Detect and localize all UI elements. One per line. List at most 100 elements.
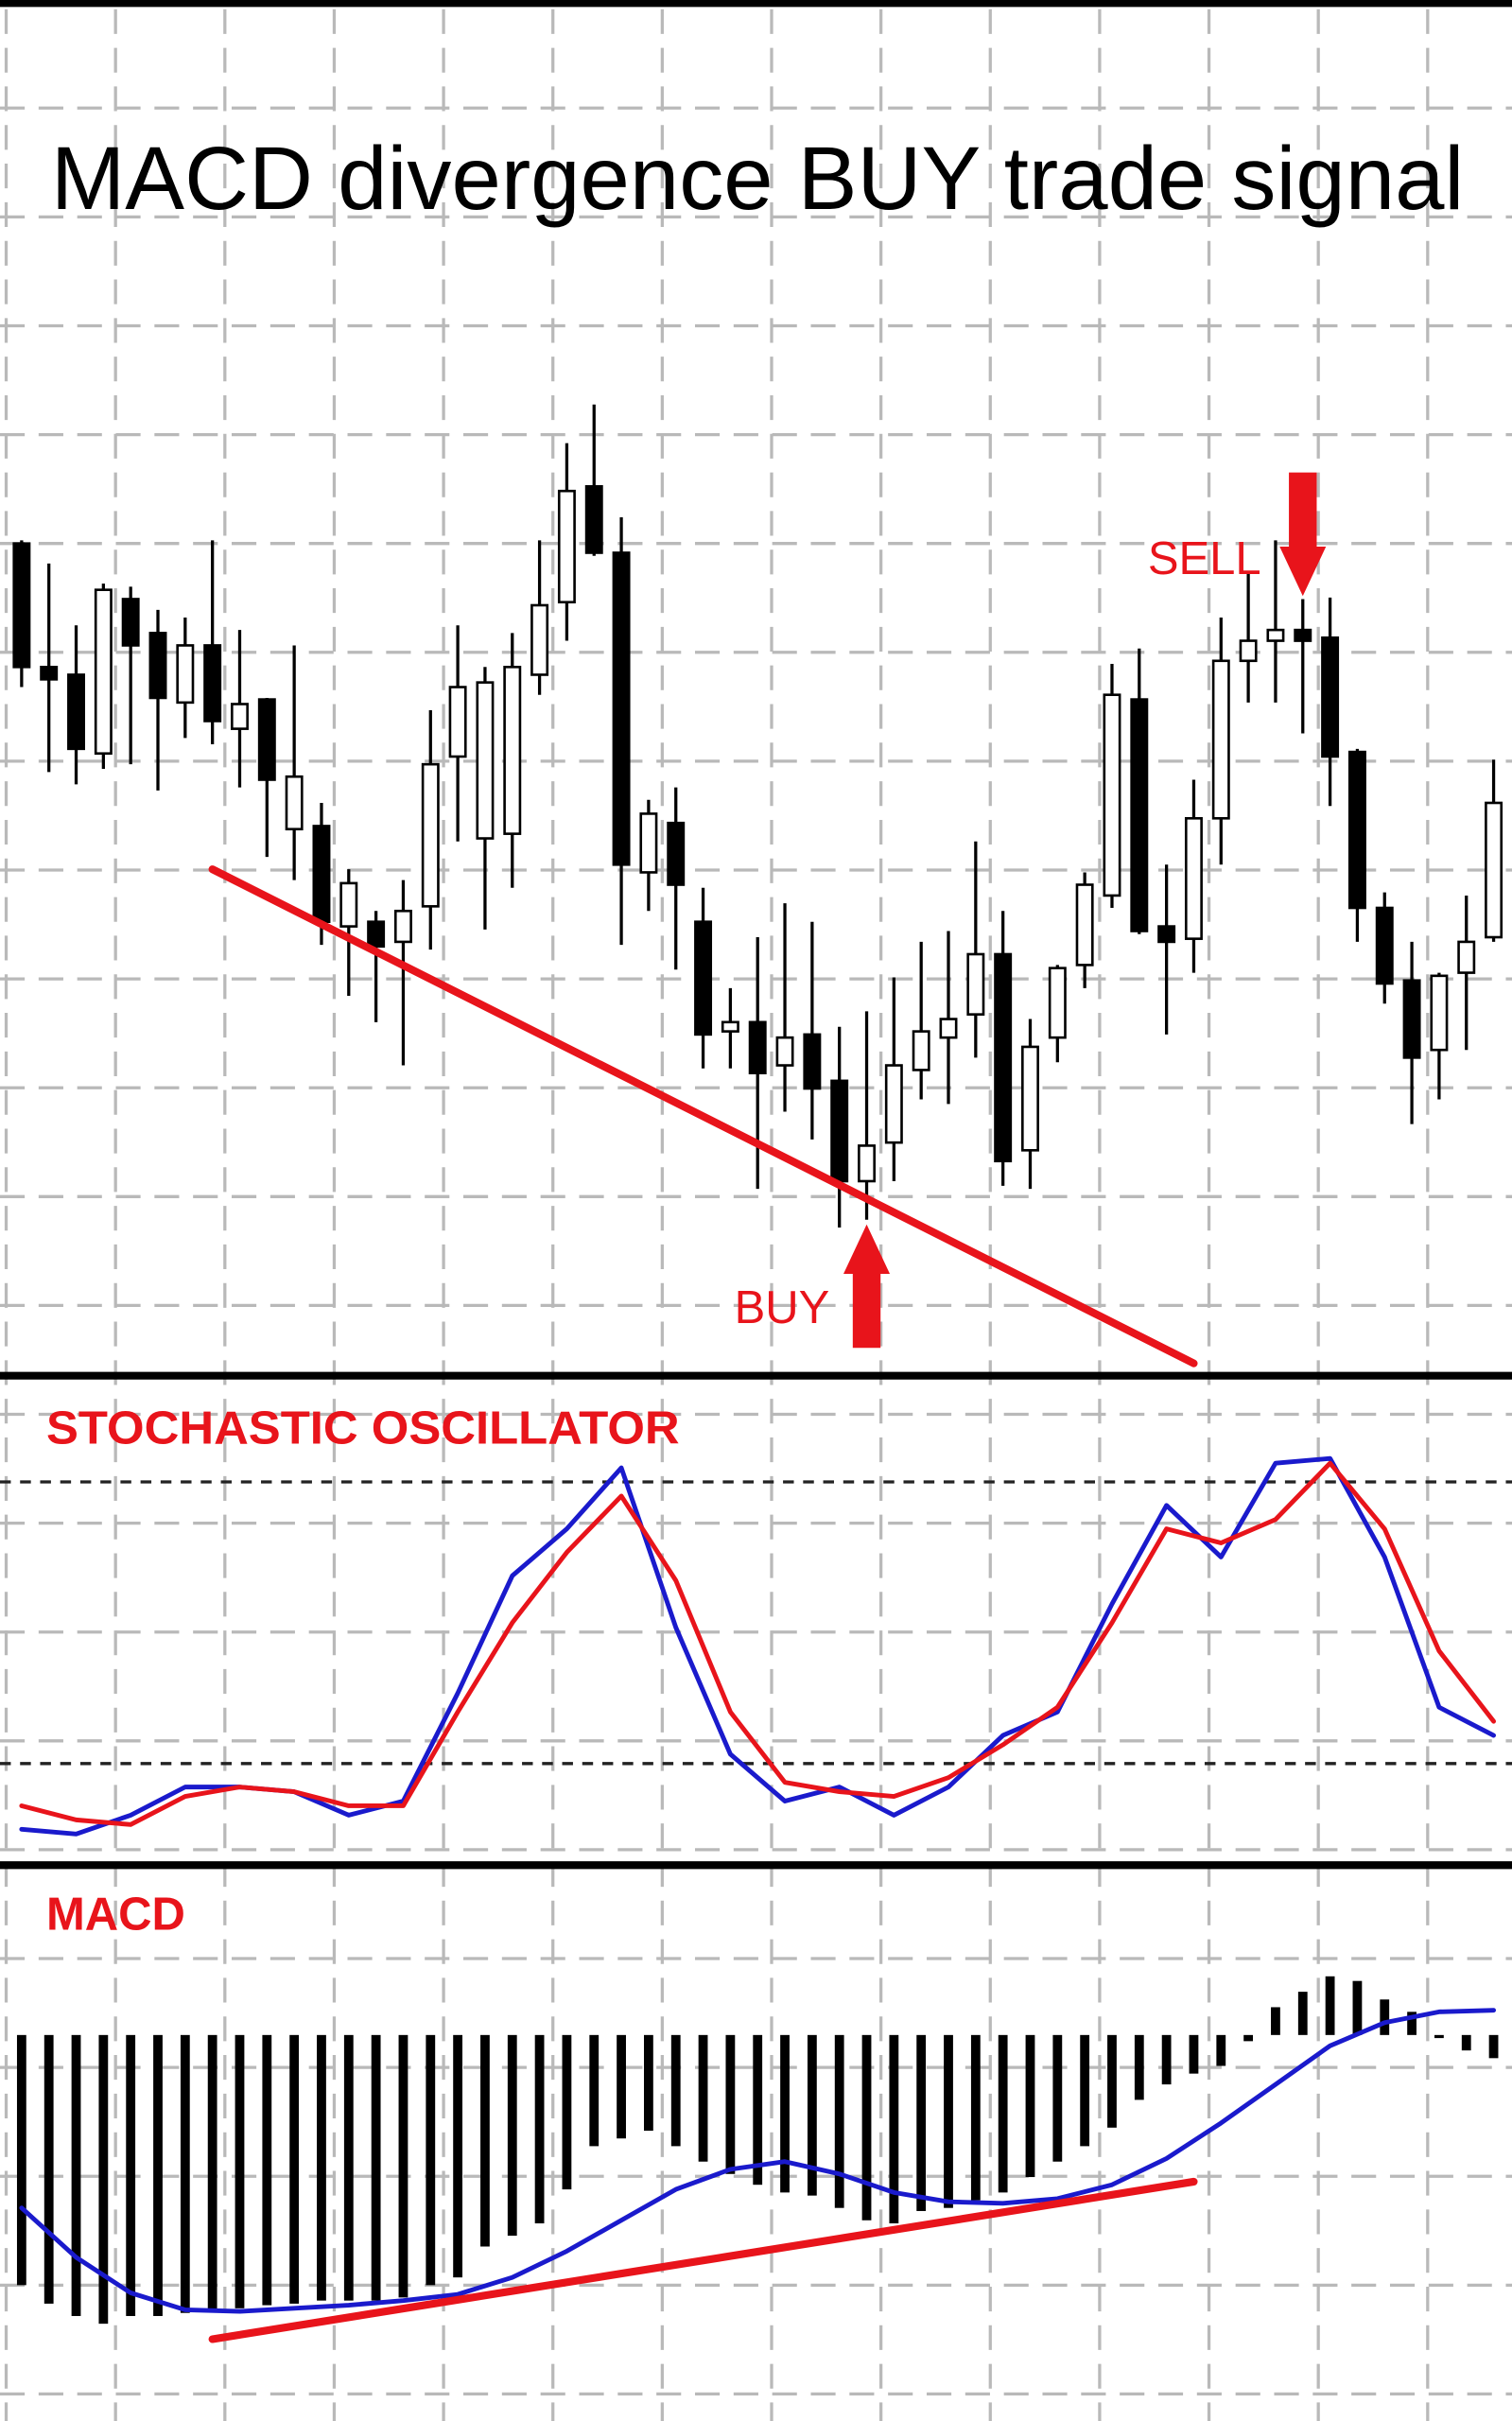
histogram-bar — [371, 2034, 381, 2301]
candle-body — [40, 666, 59, 681]
histogram-bar — [589, 2034, 600, 2147]
histogram-bar — [453, 2034, 463, 2278]
candle-body — [476, 681, 495, 840]
histogram-bar — [153, 2034, 163, 2316]
candle-body — [94, 588, 113, 756]
histogram-bar — [753, 2034, 763, 2186]
candle-body — [12, 542, 31, 669]
candle-body — [584, 484, 603, 554]
candle-body — [67, 673, 85, 751]
candle-body — [1294, 628, 1312, 642]
histogram-bar — [670, 2034, 681, 2147]
histogram-bar — [1052, 2034, 1063, 2162]
candle-body — [393, 909, 412, 944]
histogram-bar — [43, 2034, 54, 2304]
histogram-bar — [398, 2034, 408, 2298]
candle-body — [285, 775, 304, 831]
trend-line — [208, 2177, 1198, 2343]
histogram-bar — [617, 2034, 626, 2139]
histogram-bar — [1352, 1980, 1363, 2035]
histogram-bar — [1271, 2007, 1280, 2035]
histogram-bar — [1025, 2034, 1035, 2178]
histogram-bar — [1407, 2012, 1416, 2035]
histogram-bar — [1243, 2034, 1254, 2042]
candle-body — [775, 1036, 794, 1067]
candle-body — [1402, 979, 1421, 1059]
candle-body — [830, 1079, 849, 1183]
histogram-bar — [1488, 2034, 1499, 2059]
candle-body — [1375, 906, 1394, 985]
candle-body — [257, 698, 276, 781]
histogram-bar — [180, 2034, 190, 2313]
histogram-bar — [562, 2034, 572, 2190]
panel-title: MACD — [46, 1890, 185, 1941]
background-grid — [0, 9, 1512, 2421]
histogram-bar — [98, 2034, 109, 2325]
candle-body — [312, 825, 331, 923]
histogram-bar — [998, 2034, 1008, 2193]
candle-body — [1075, 883, 1094, 967]
candle-body — [639, 812, 658, 874]
histogram-bar — [889, 2034, 899, 2224]
candle-body — [939, 1018, 958, 1039]
panel-title: STOCHASTIC OSCILLATOR — [46, 1402, 680, 1454]
candle-body — [203, 644, 222, 723]
candle-body — [912, 1030, 930, 1071]
histogram-bar — [1325, 1976, 1335, 2035]
candle-body — [557, 489, 576, 604]
candle-body — [884, 1064, 903, 1144]
histogram-bar — [1216, 2034, 1226, 2066]
candle-body — [530, 603, 549, 676]
histogram-bar — [944, 2034, 953, 2208]
candle-body — [421, 762, 440, 908]
candle-body — [121, 598, 140, 647]
histogram-bar — [289, 2034, 300, 2304]
histogram-bar — [1134, 2034, 1144, 2100]
candle-body — [748, 1020, 767, 1074]
histogram-bar — [1107, 2034, 1117, 2128]
histogram-bar — [343, 2034, 354, 2301]
histogram-bar — [207, 2034, 217, 2312]
candle-body — [612, 551, 631, 866]
candle-body — [339, 881, 358, 928]
plots: BUY SELL — [0, 404, 1512, 2343]
candle-body — [1430, 974, 1449, 1052]
histogram-bar — [262, 2034, 272, 2306]
candle-body — [1321, 636, 1340, 758]
candle-body — [1157, 925, 1176, 944]
candle-body — [694, 920, 713, 1036]
candle-body — [1211, 659, 1230, 820]
buy-label: BUY — [735, 1282, 830, 1333]
histogram-bar — [725, 2034, 736, 2174]
candle-body — [231, 703, 249, 730]
candle-body — [448, 686, 467, 758]
sell-label: SELL — [1148, 533, 1261, 584]
chart-title: MACD divergence BUY trade signal — [51, 129, 1464, 229]
histogram-bar — [1080, 2034, 1090, 2147]
candle-body — [721, 1020, 739, 1033]
histogram-bar — [1380, 1999, 1390, 2035]
candle-body — [1485, 801, 1503, 939]
candle-body — [1457, 940, 1476, 974]
histogram-bar — [1434, 2034, 1444, 2039]
sell-arrow — [1279, 472, 1327, 597]
candle-body — [1347, 750, 1366, 910]
histogram-bar — [970, 2034, 981, 2201]
histogram-bar — [317, 2034, 326, 2301]
candle-body — [148, 632, 167, 700]
histogram-bar — [534, 2034, 545, 2224]
candle-body — [994, 952, 1013, 1163]
histogram-bar — [16, 2034, 26, 2286]
candle-body — [1130, 698, 1149, 932]
buy-arrow — [843, 1224, 891, 1349]
histogram-bar — [644, 2034, 653, 2132]
histogram-bar — [71, 2034, 81, 2316]
candle-body — [176, 644, 195, 705]
candle-body — [966, 952, 985, 1016]
histogram-bar — [916, 2034, 927, 2211]
histogram-bar — [507, 2034, 517, 2237]
candle-body — [1184, 817, 1203, 940]
histogram-bar — [426, 2034, 436, 2286]
